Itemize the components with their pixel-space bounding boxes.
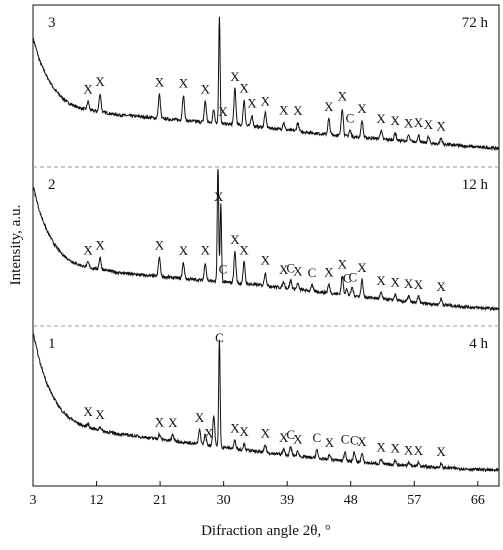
diffractogram-trace-1 — [32, 331, 500, 473]
phase-label: X — [325, 435, 335, 450]
phase-label: X — [95, 74, 105, 89]
phase-label: X — [376, 111, 386, 126]
phase-label: X — [279, 262, 289, 277]
phase-label: X — [179, 243, 189, 258]
diffractogram-trace-3 — [32, 16, 500, 152]
phase-label: X — [279, 430, 289, 445]
phase-label: X — [261, 426, 271, 441]
phase-label: C — [312, 430, 321, 445]
x-tick-label: 3 — [30, 493, 37, 508]
phase-label: X — [83, 404, 93, 419]
phase-label: C — [215, 330, 224, 345]
phase-label: X — [95, 238, 105, 253]
phase-label: X — [204, 426, 214, 441]
phase-label: X — [376, 273, 386, 288]
phase-label: X — [436, 444, 446, 459]
x-tick-label: 12 — [90, 493, 104, 508]
phase-label: X — [230, 421, 240, 436]
phase-label: C — [346, 111, 355, 126]
phase-label: X — [201, 243, 211, 258]
phase-label: X — [391, 440, 401, 455]
phase-label: X — [324, 99, 334, 114]
phase-label: X — [195, 410, 205, 425]
phase-label: X — [376, 439, 386, 454]
phase-label: C — [350, 432, 359, 447]
panel-time-2: 12 h — [462, 177, 489, 193]
phase-label: X — [279, 103, 289, 118]
phase-label: X — [391, 113, 401, 128]
panel-number-2: 2 — [48, 177, 56, 193]
phase-label: C — [343, 271, 352, 286]
x-tick-label: 21 — [153, 493, 167, 508]
phase-label: X — [338, 257, 348, 272]
phase-label: X — [404, 442, 414, 457]
phase-label: X — [404, 276, 414, 291]
phase-label: X — [324, 265, 334, 280]
phase-label: X — [293, 432, 303, 447]
phase-label: X — [338, 88, 348, 103]
phase-label: X — [83, 82, 93, 97]
phase-label: X — [230, 69, 240, 84]
diffractogram-trace-2 — [32, 168, 500, 312]
phase-label: X — [218, 104, 228, 119]
panel-time-1: 4 h — [469, 336, 488, 352]
phase-label: X — [293, 264, 303, 279]
y-axis-title: Intensity, a.u. — [8, 205, 24, 286]
x-tick-label: 30 — [217, 493, 231, 508]
phase-label: X — [179, 75, 189, 90]
traces-layer — [32, 16, 500, 473]
panel-time-3: 72 h — [462, 15, 489, 31]
phase-label: X — [414, 443, 424, 458]
phase-label: X — [414, 277, 424, 292]
phase-label: X — [357, 101, 367, 116]
phase-label: C — [308, 265, 317, 280]
phase-label: X — [230, 232, 240, 247]
panel-number-1: 1 — [48, 336, 56, 352]
phase-label: X — [214, 189, 224, 204]
phase-label: X — [436, 279, 446, 294]
phase-label: X — [357, 260, 367, 275]
phase-label: X — [155, 75, 165, 90]
phase-label: X — [261, 93, 271, 108]
phase-label: X — [436, 118, 446, 133]
phase-label: C — [286, 427, 295, 442]
phase-label: X — [293, 103, 303, 118]
x-axis-title: Difraction angle 2θ, ° — [201, 523, 331, 539]
panel-number-3: 3 — [48, 15, 56, 31]
phase-label: X — [261, 253, 271, 268]
plot-frame — [32, 4, 500, 487]
phase-label: X — [83, 243, 93, 258]
phase-label: X — [424, 117, 434, 132]
phase-label: C — [348, 269, 357, 284]
phase-label: C — [286, 260, 295, 275]
phase-label: X — [239, 424, 249, 439]
x-tick-label: 66 — [471, 493, 485, 508]
phase-label: X — [391, 275, 401, 290]
x-tick-label: 48 — [344, 493, 358, 508]
x-tick-label: 39 — [280, 493, 294, 508]
phase-label: X — [155, 415, 165, 430]
phase-label: X — [239, 81, 249, 96]
phase-label: X — [95, 407, 105, 422]
phase-label: X — [414, 115, 424, 130]
phase-label: X — [155, 238, 165, 253]
phase-label: C — [341, 432, 350, 447]
phase-label: C — [219, 261, 228, 276]
phase-label: X — [247, 96, 257, 111]
phase-label: X — [404, 116, 414, 131]
phase-label: X — [201, 81, 211, 96]
phase-label: X — [239, 242, 249, 257]
x-axis: 3 12 21 30 39 48 57 66 — [30, 481, 485, 508]
phase-label: X — [168, 415, 178, 430]
x-tick-label: 57 — [407, 493, 421, 508]
phase-label: X — [357, 434, 367, 449]
